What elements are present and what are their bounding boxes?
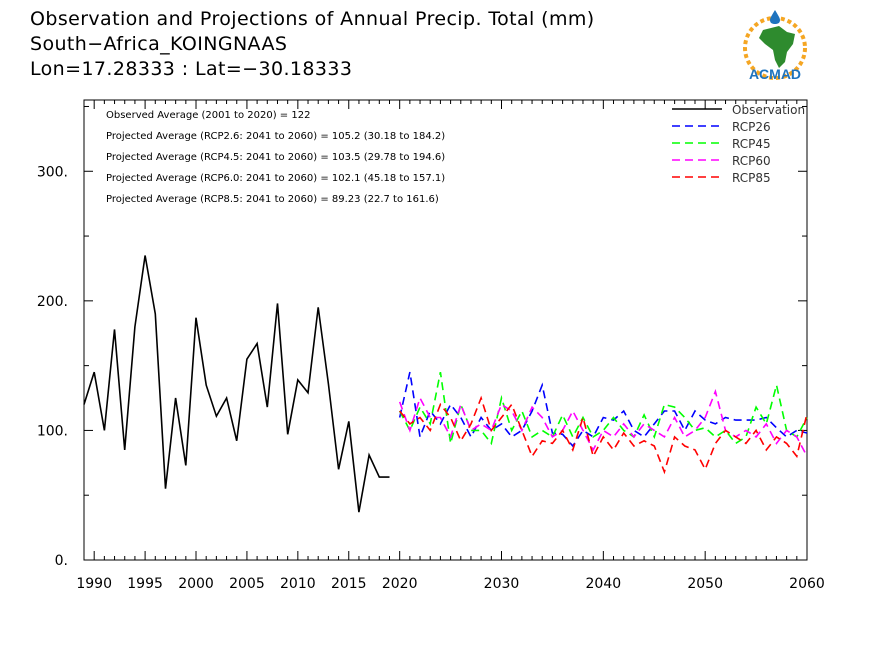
stats-annotation: Observed Average (2001 to 2020) = 122 bbox=[106, 110, 310, 121]
legend-label: RCP85 bbox=[732, 171, 771, 185]
plot-frame bbox=[83, 99, 808, 561]
chart-subtitle: South−Africa_KOINGNAAS bbox=[30, 33, 288, 55]
y-tick-label: 300. bbox=[37, 164, 68, 180]
series-line-observation bbox=[83, 255, 390, 513]
x-tick-label: 2015 bbox=[331, 576, 367, 592]
series-line-rcp85 bbox=[399, 395, 808, 475]
chart-title: Observation and Projections of Annual Pr… bbox=[30, 8, 595, 30]
series-line-rcp45 bbox=[398, 371, 808, 446]
x-tick-label: 2000 bbox=[178, 576, 214, 592]
x-tick-label: 2020 bbox=[382, 576, 418, 592]
x-tick-label: 2040 bbox=[586, 576, 622, 592]
x-tick-label: 1995 bbox=[127, 576, 163, 592]
y-tick-label: 100. bbox=[37, 423, 68, 439]
chart-location: Lon=17.28333 : Lat=−30.18333 bbox=[30, 58, 353, 80]
legend-label: RCP26 bbox=[732, 120, 771, 134]
y-tick-label: 200. bbox=[37, 294, 68, 310]
stats-annotation: Projected Average (RCP2.6: 2041 to 2060)… bbox=[106, 131, 445, 142]
x-tick-label: 2060 bbox=[789, 576, 825, 592]
series-line-rcp60 bbox=[398, 388, 808, 457]
logo-text: ACMAD bbox=[749, 66, 801, 82]
x-tick-label: 1990 bbox=[76, 576, 112, 592]
legend-label: Observation bbox=[732, 103, 805, 117]
legend-label: RCP60 bbox=[732, 154, 771, 168]
stats-annotation: Projected Average (RCP8.5: 2041 to 2060)… bbox=[106, 194, 439, 205]
x-tick-label: 2050 bbox=[687, 576, 723, 592]
stats-annotation: Projected Average (RCP4.5: 2041 to 2060)… bbox=[106, 152, 445, 163]
y-tick-label: 0. bbox=[55, 553, 68, 569]
x-tick-label: 2030 bbox=[484, 576, 520, 592]
stats-annotation: Projected Average (RCP6.0: 2041 to 2060)… bbox=[106, 173, 445, 184]
legend-label: RCP45 bbox=[732, 137, 771, 151]
acmad-logo: ACMAD bbox=[743, 10, 807, 82]
series-line-rcp26 bbox=[398, 371, 808, 448]
x-tick-label: 2010 bbox=[280, 576, 316, 592]
x-tick-label: 2005 bbox=[229, 576, 265, 592]
